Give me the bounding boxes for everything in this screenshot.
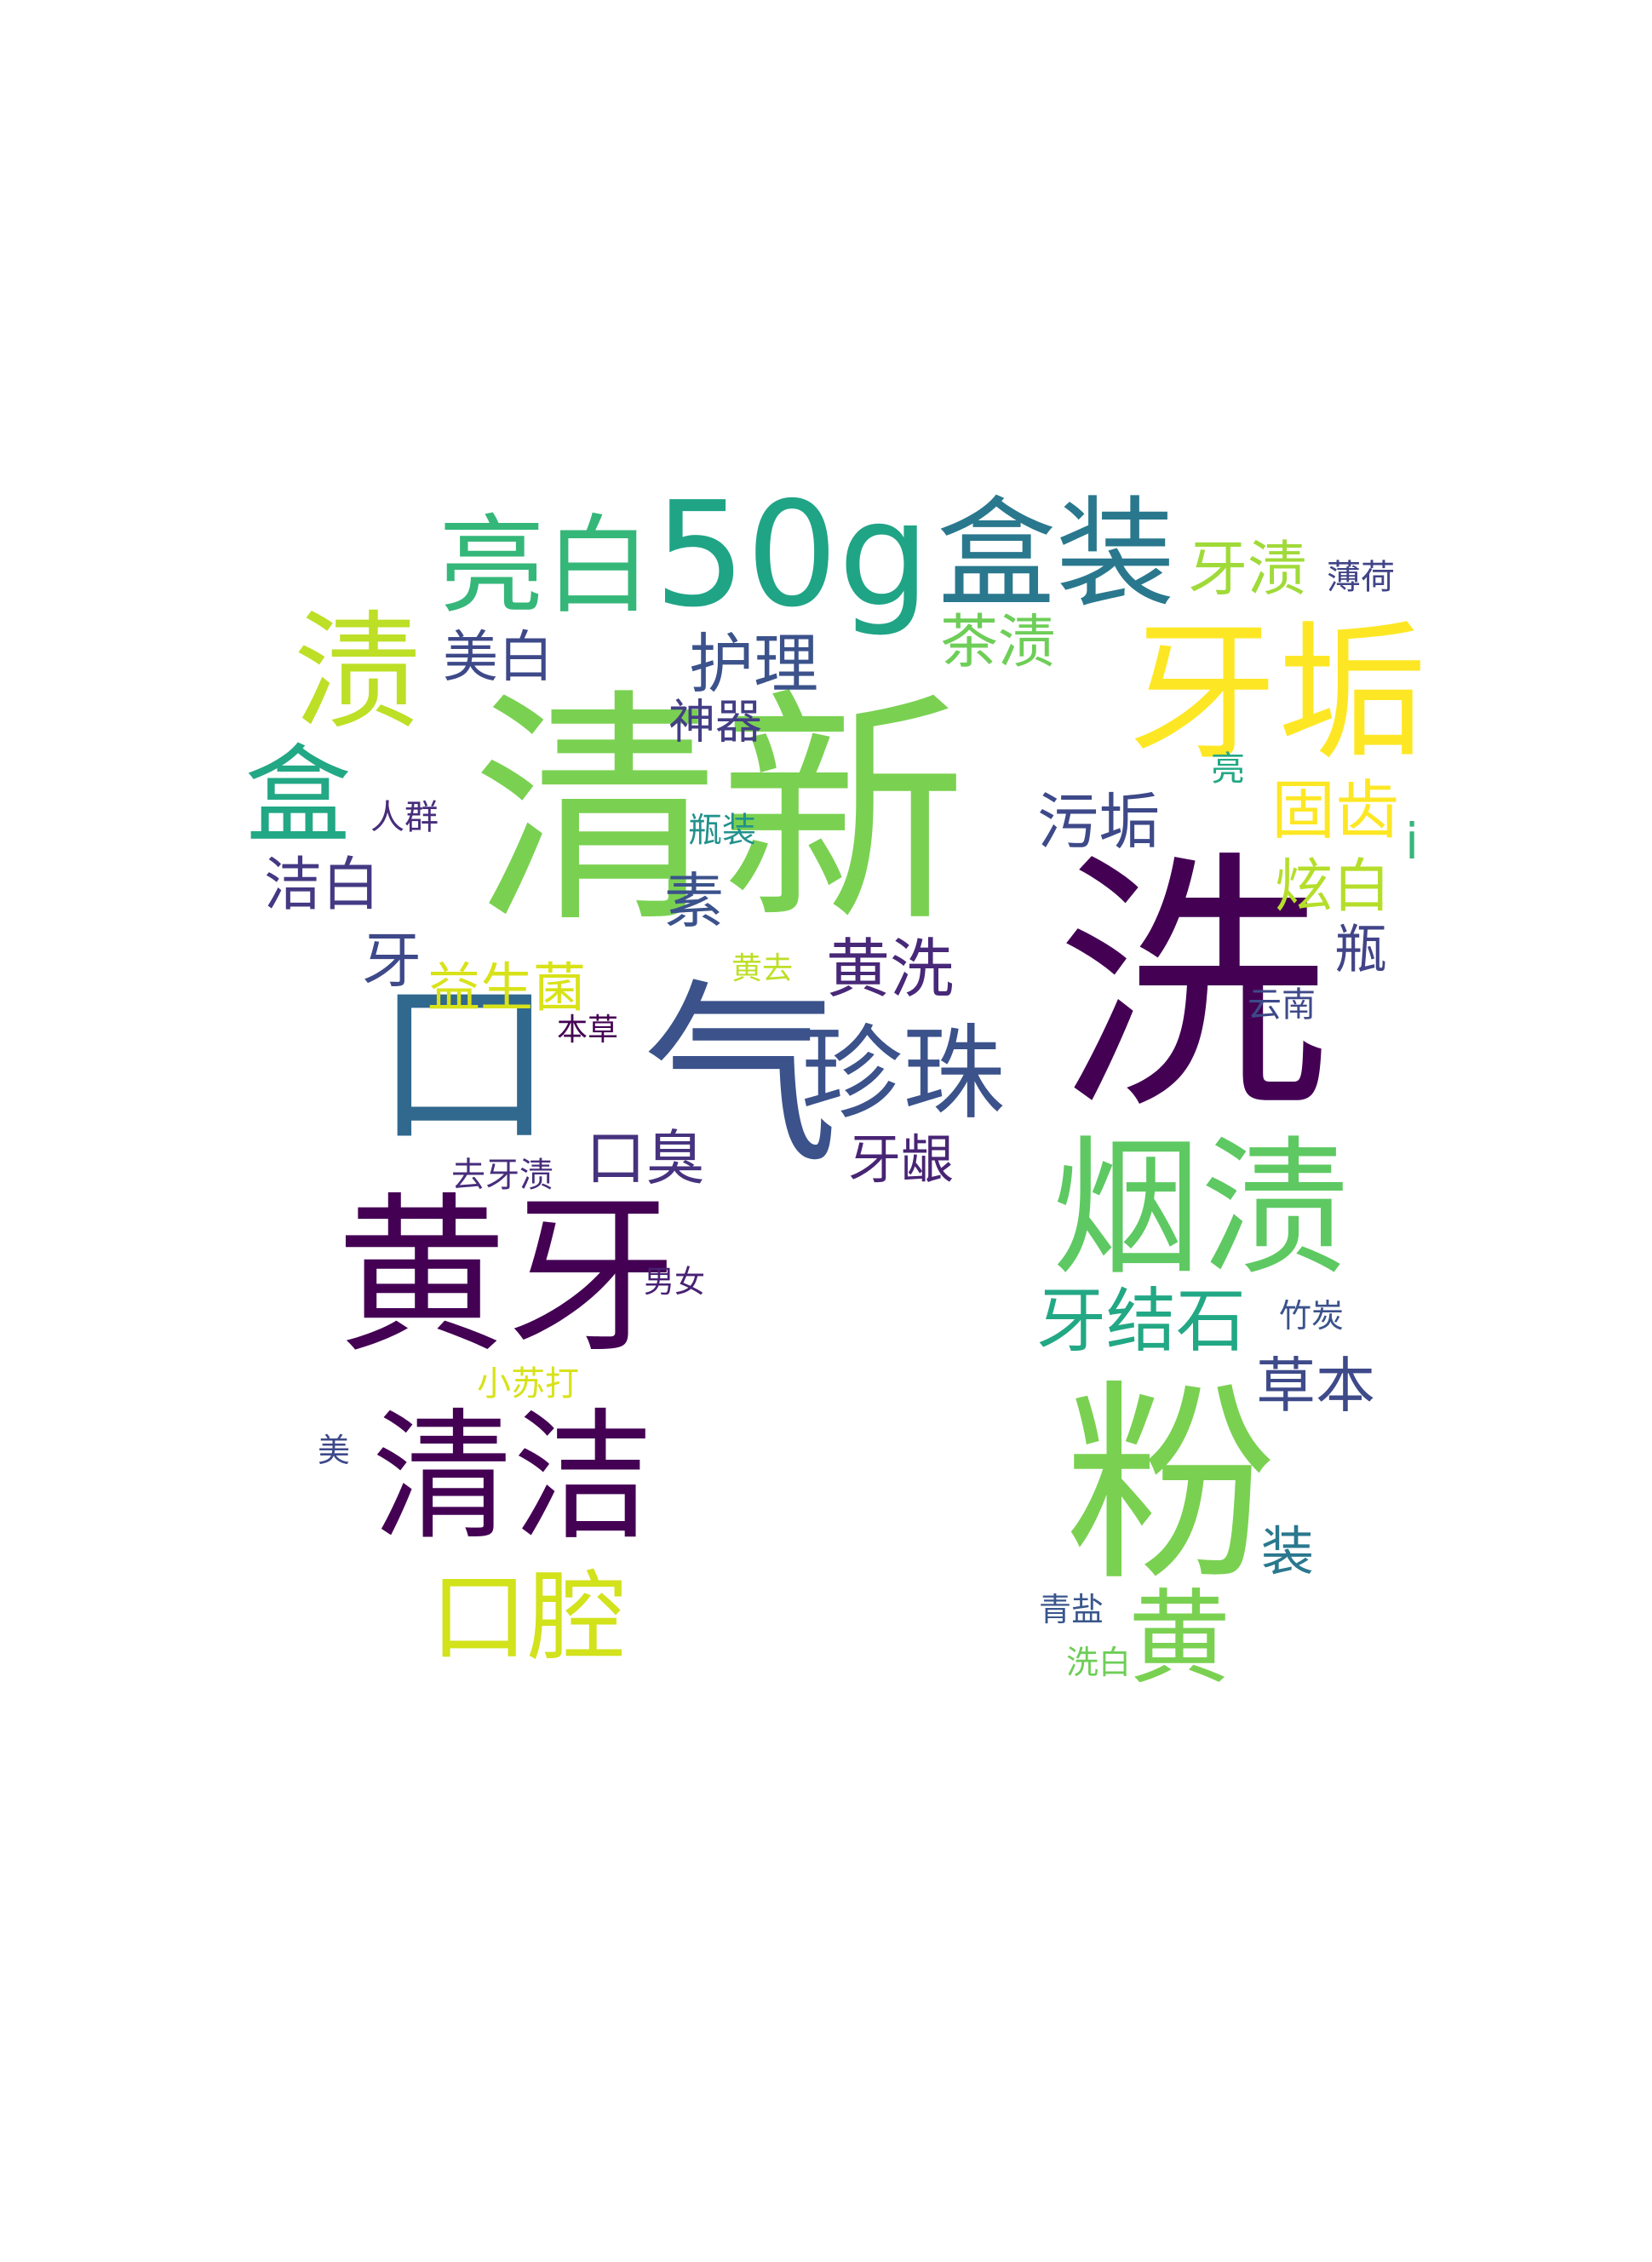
word-xibai: 洗白 [1065,1644,1132,1681]
word-pingzhuang: 瓶装 [688,811,756,850]
word-wugou: 污垢 [1036,786,1161,858]
word-su: 素 [664,866,724,936]
word-kouchou: 口臭 [586,1123,705,1193]
word-hezhuang: 盒装 [936,485,1176,624]
word-qingxin: 清新 [473,669,967,956]
word-zhenzhu: 珍珠 [800,1015,1005,1134]
word-bohe: 薄荷 [1327,558,1395,597]
word-mei: 美 [317,1432,351,1469]
word-yunnan: 云南 [1248,985,1316,1025]
word-he: 盒 [244,734,352,858]
word-meibai: 美白 [442,625,554,690]
word-yishengjun: 益生菌 [427,956,587,1019]
word-jiebai: 洁白 [263,852,381,919]
word-yanzi: 烟渍 [1052,1122,1350,1296]
word-huangxi: 黄洗 [825,931,955,1007]
word-fen: 粉 [1064,1362,1277,1610]
word-kou: 口 [374,960,554,1168]
word-huangya: 黄牙 [336,1178,678,1376]
word-yayin: 牙龈 [847,1128,955,1191]
word-huli: 护理 [689,626,818,702]
word-qingyan: 青盐 [1038,1591,1104,1628]
word-renqun: 人群 [370,798,439,837]
word-quyazi: 去牙渍 [451,1156,554,1195]
word-yajieshi: 牙结石 [1035,1281,1247,1362]
word-liangbai: 亮白 [439,504,651,629]
word-chazi: 茶渍 [939,609,1057,676]
word-huang: 黄 [1128,1580,1230,1698]
word-xi: 洗 [1056,830,1328,1146]
word-yazi: 牙渍 [1188,534,1307,604]
word-50g: 50g [653,471,931,640]
word-guchi: 固齿 [1271,772,1400,848]
word-liang: 亮 [1211,749,1245,789]
word-qi: 气 [642,963,840,1191]
word-zhuang: 装 [1260,1520,1315,1582]
word-xuanbai: 炫白 [1274,853,1391,921]
word-ya: 牙 [362,926,422,996]
word-bencao: 本草 [556,1013,619,1048]
word-ping: 瓶 [1334,918,1388,980]
word-qingjie: 清洁 [372,1395,653,1559]
word-shenqi: 神器 [668,694,763,749]
word-zhutan: 竹炭 [1278,1297,1345,1335]
word-huangqu: 黄去 [731,951,794,986]
word-zi: 渍 [293,599,422,747]
word-nannv: 男女 [643,1265,706,1300]
word-yagou: 牙垢 [1128,607,1426,781]
word-caoben: 草本 [1256,1351,1375,1421]
word-i: i [1404,812,1420,870]
word-kouqiang: 口腔 [429,1560,627,1675]
word-xiaosuda: 小苏打 [477,1364,579,1404]
